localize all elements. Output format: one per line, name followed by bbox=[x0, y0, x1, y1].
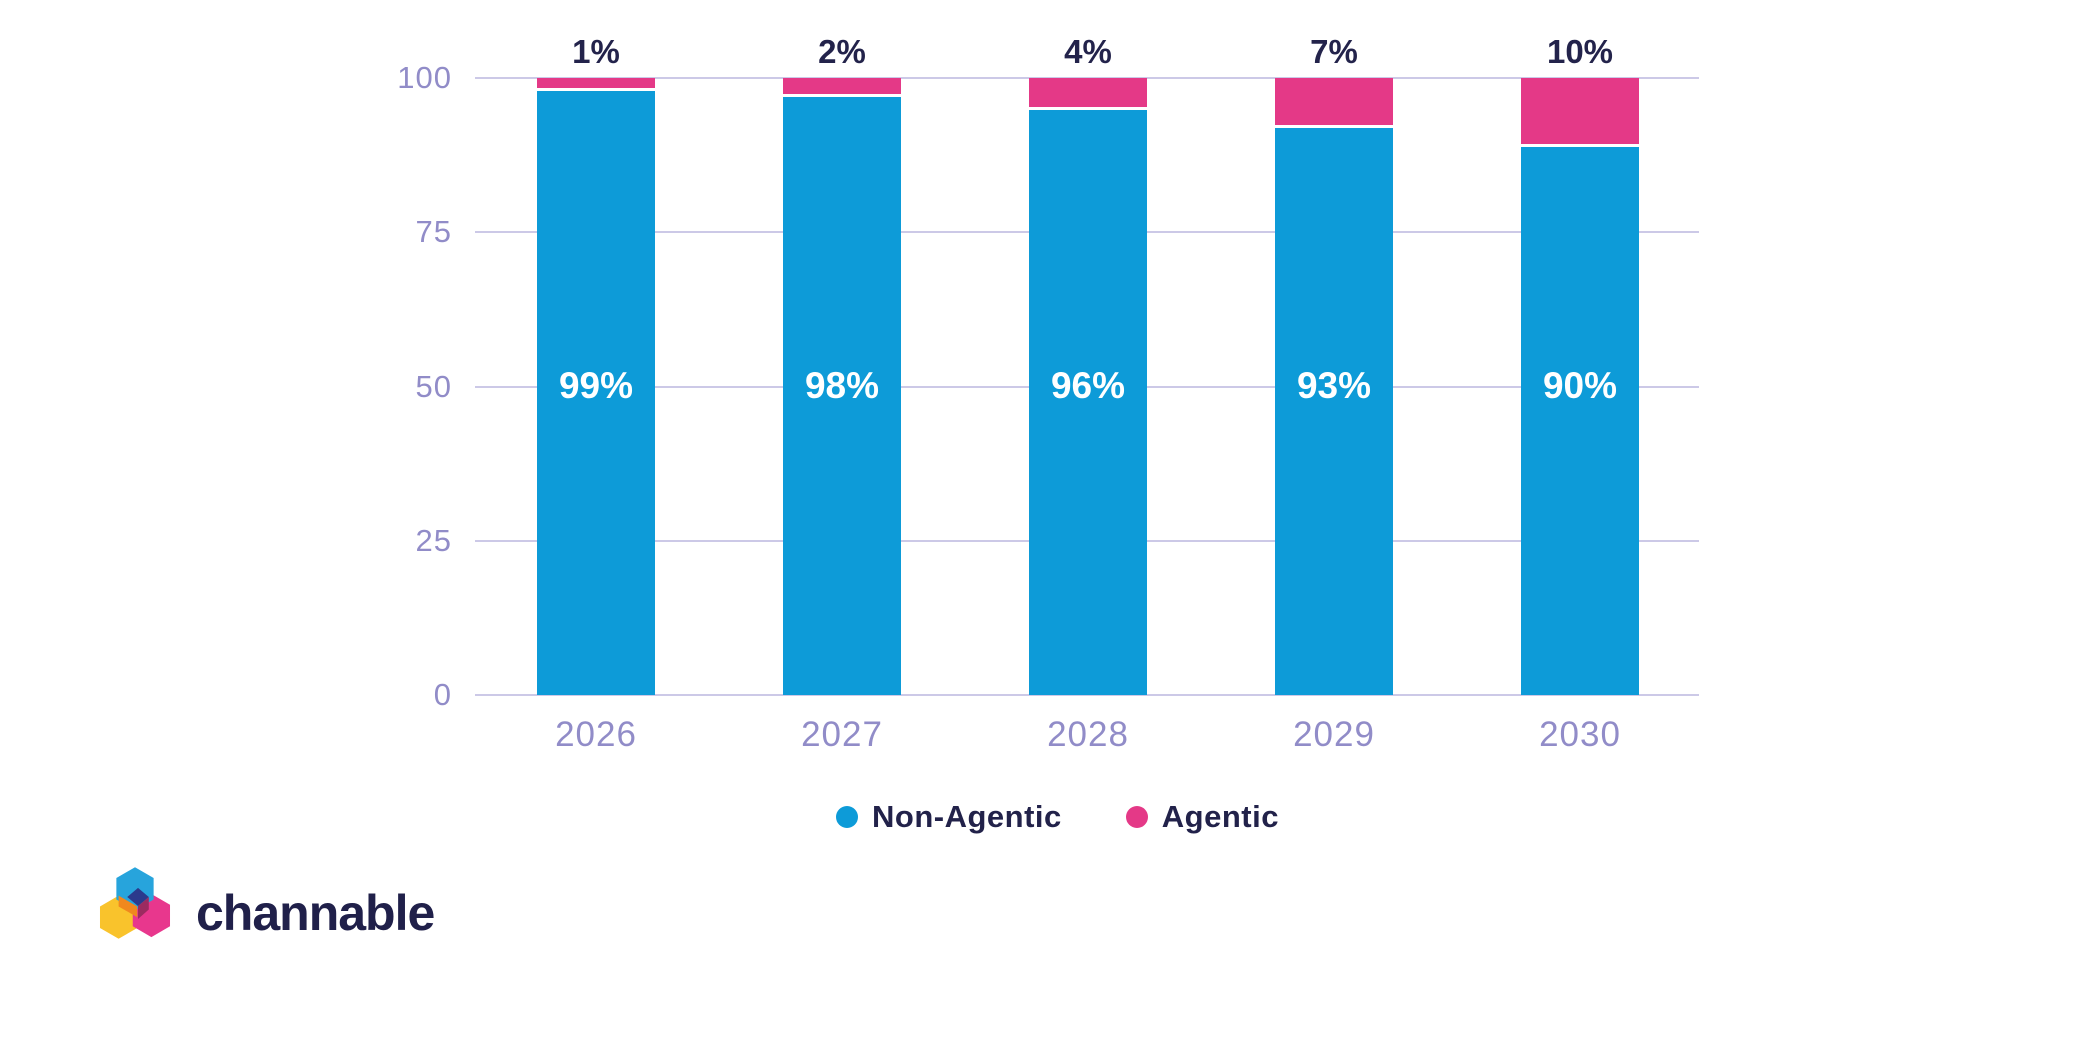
bar-segment-agentic-2026 bbox=[537, 78, 655, 88]
bar-group-2026 bbox=[537, 78, 655, 695]
bar-value-label-2029: 93% bbox=[1296, 365, 1372, 406]
channable-logo-icon bbox=[99, 867, 171, 939]
y-axis-tick-label: 25 bbox=[415, 522, 452, 558]
bar-top-label-2027: 2% bbox=[818, 33, 866, 70]
x-axis-label-2028: 2028 bbox=[1047, 715, 1129, 754]
legend-dot-non-agentic-icon bbox=[836, 806, 858, 828]
x-axis-label-2027: 2027 bbox=[801, 715, 883, 754]
legend-item-agentic: Agentic bbox=[1125, 799, 1279, 835]
bar-segment-agentic-2027 bbox=[783, 78, 901, 94]
bar-segment-agentic-2029 bbox=[1275, 78, 1393, 125]
bar-group-2028 bbox=[1029, 78, 1147, 695]
bar-value-label-2027: 98% bbox=[804, 365, 880, 406]
bar-segment-non-agentic-2027 bbox=[783, 97, 901, 695]
bar-top-label-2030: 10% bbox=[1546, 33, 1614, 70]
bar-top-label-2026: 1% bbox=[572, 33, 620, 70]
y-axis-tick-label: 50 bbox=[415, 368, 452, 404]
bar-segment-non-agentic-2029 bbox=[1275, 128, 1393, 695]
legend-item-non-agentic: Non-Agentic bbox=[836, 799, 1062, 835]
y-axis-tick-label: 100 bbox=[397, 60, 452, 95]
bar-top-label-2029: 7% bbox=[1310, 33, 1358, 70]
bar-value-label-2026: 99% bbox=[558, 365, 634, 406]
bar-value-label-2028: 96% bbox=[1050, 365, 1126, 406]
bar-top-label-2028: 4% bbox=[1064, 33, 1112, 70]
bar-value-label-2030: 90% bbox=[1542, 365, 1618, 406]
bar-segment-agentic-2028 bbox=[1029, 78, 1147, 107]
legend-label-non-agentic: Non-Agentic bbox=[872, 799, 1062, 834]
bar-segment-non-agentic-2028 bbox=[1029, 110, 1147, 695]
bar-group-2027 bbox=[783, 78, 901, 695]
channable-wordmark: channable bbox=[196, 885, 435, 941]
legend-label-agentic: Agentic bbox=[1161, 799, 1279, 834]
bar-group-2029 bbox=[1275, 78, 1393, 695]
bar-segment-non-agentic-2030 bbox=[1521, 147, 1639, 695]
chart-legend: Non-Agentic Agentic bbox=[836, 799, 1279, 835]
x-axis-label-2029: 2029 bbox=[1293, 715, 1375, 754]
x-axis-label-2030: 2030 bbox=[1539, 715, 1621, 754]
y-axis-tick-label: 0 bbox=[433, 677, 452, 712]
x-axis-label-2026: 2026 bbox=[555, 715, 637, 754]
bar-segment-non-agentic-2026 bbox=[537, 91, 655, 695]
bar-group-2030 bbox=[1521, 78, 1639, 695]
legend-dot-agentic-icon bbox=[1125, 806, 1148, 828]
y-axis-tick-label: 75 bbox=[415, 214, 452, 250]
bar-segment-agentic-2030 bbox=[1521, 78, 1639, 144]
gridline-0 bbox=[475, 694, 1699, 696]
